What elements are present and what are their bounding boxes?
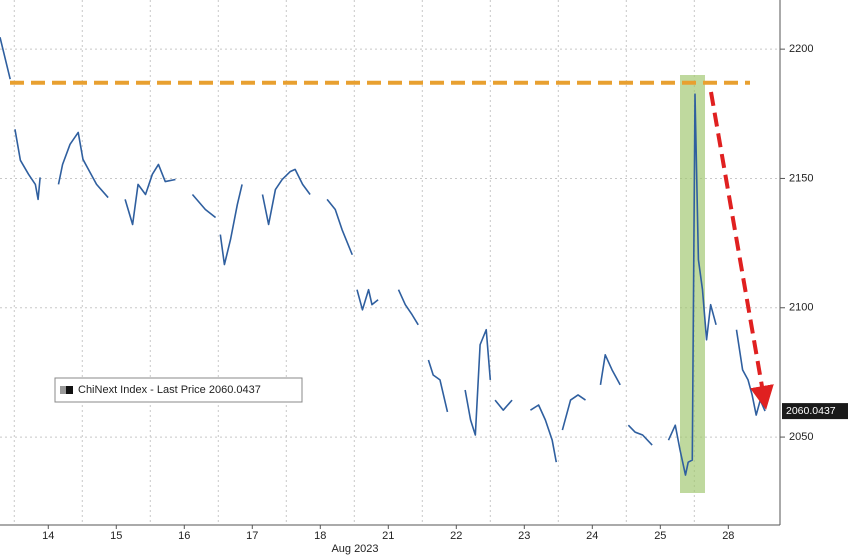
- legend-name: ChiNext Index - Last Price: [78, 384, 206, 396]
- x-axis-label: Aug 2023: [331, 543, 378, 555]
- x-tick-label: 14: [42, 530, 54, 542]
- grid: [0, 0, 780, 525]
- trend-arrow: [709, 91, 774, 410]
- x-tick-label: 18: [314, 530, 326, 542]
- x-tick-label: 23: [518, 530, 530, 542]
- legend-text: ChiNext Index - Last Price 2060.0437: [78, 384, 261, 396]
- y-tick-label: 2200: [789, 43, 813, 55]
- x-tick-label: 15: [110, 530, 122, 542]
- x-tick-label: 17: [246, 530, 258, 542]
- last-price-label: 2060.0437: [786, 405, 836, 417]
- plot-area: [0, 0, 780, 525]
- y-tick-label: 2100: [789, 302, 813, 314]
- legend-box: [54, 377, 303, 403]
- legend-value: 2060.0437: [209, 384, 261, 396]
- x-tick-label: 22: [450, 530, 462, 542]
- y-tick-label: 2050: [789, 431, 813, 443]
- x-tick-label: 21: [382, 530, 394, 542]
- y-tick-label: 2150: [789, 172, 813, 184]
- price-line: [0, 37, 766, 476]
- x-tick-label: 28: [722, 530, 734, 542]
- legend-icon: [66, 386, 73, 394]
- x-tick-label: 16: [178, 530, 190, 542]
- lines: [0, 37, 766, 476]
- x-tick-label: 25: [654, 530, 666, 542]
- x-tick-label: 24: [586, 530, 598, 542]
- legend: ChiNext Index - Last Price 2060.0437: [54, 377, 303, 403]
- legend-icon: [60, 386, 66, 394]
- last-price-box: [782, 403, 848, 420]
